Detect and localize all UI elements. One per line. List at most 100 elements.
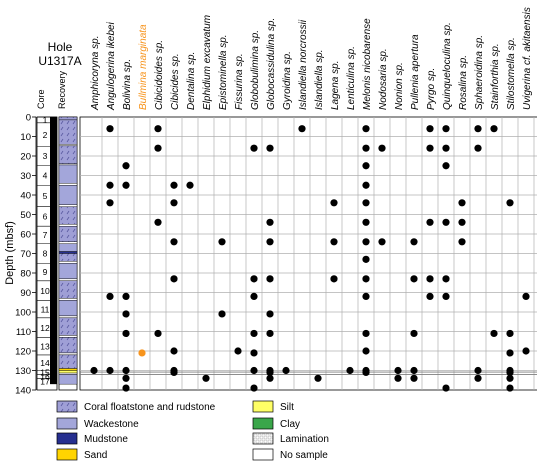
species-label: Gyroidina sp.	[282, 51, 293, 110]
y-tick-label: 110	[16, 327, 31, 338]
lithology-interval-nosample	[58, 335, 78, 338]
occurrence-dot	[138, 349, 146, 357]
occurrence-dot	[90, 366, 98, 375]
occurrence-dot	[378, 238, 386, 246]
occurrence-dot	[266, 144, 274, 152]
occurrence-dot	[410, 275, 418, 283]
lithology-interval-silt	[58, 370, 78, 374]
lithology-interval-wackestone	[58, 243, 78, 252]
core-number: 8	[43, 249, 48, 259]
core-number: 15	[40, 368, 50, 378]
occurrence-dot	[522, 292, 530, 300]
occurrence-dot	[474, 374, 482, 382]
core-number: 11	[41, 304, 50, 314]
occurrence-dot	[362, 218, 370, 226]
legend-swatch-lamination	[252, 432, 274, 445]
occurrence-dot	[346, 366, 354, 375]
legend-swatch-clay	[252, 417, 274, 430]
occurrence-dot	[250, 384, 258, 392]
occurrence-dot	[250, 292, 258, 300]
occurrence-dot	[218, 310, 226, 318]
core-number: 10	[40, 286, 50, 296]
occurrence-dot	[234, 347, 242, 355]
core-number: 2	[43, 130, 48, 140]
occurrence-dot	[474, 366, 482, 375]
lithology-interval-coral	[58, 280, 78, 299]
occurrence-dot	[442, 125, 450, 133]
occurrence-dot	[266, 374, 274, 382]
y-tick-label: 0	[26, 113, 31, 124]
occurrence-dot	[122, 329, 130, 338]
y-axis-label: Depth (mbsf)	[4, 221, 16, 285]
occurrence-dot	[394, 366, 402, 375]
occurrence-dot	[122, 162, 130, 170]
lithology-interval-coral	[58, 225, 78, 242]
lithology-interval-nosample	[58, 204, 78, 207]
occurrence-dot	[250, 144, 258, 152]
recovery-column-label: Recovery	[57, 70, 67, 109]
legend-label: Mudstone	[84, 434, 128, 445]
lithology-interval-mudstone	[58, 251, 78, 254]
lithology-interval-coral	[58, 119, 78, 145]
occurrence-dot	[122, 292, 130, 300]
species-label: Nodosaria sp.	[378, 48, 389, 110]
y-tick-label: 100	[15, 308, 31, 319]
legend-label: Coral floatstone and rudstone	[84, 402, 216, 413]
occurrence-dot	[266, 218, 274, 226]
occurrence-dot	[250, 349, 258, 357]
occurrence-dot	[474, 144, 482, 152]
occurrence-dot	[362, 275, 370, 283]
occurrence-dot	[458, 199, 466, 207]
core-number: 13	[40, 341, 50, 351]
occurrence-dot	[330, 199, 338, 207]
occurrence-dot	[426, 125, 434, 133]
lithology-interval-coral	[58, 337, 78, 354]
core-number: 3	[43, 151, 48, 161]
core-number: 6	[43, 212, 48, 222]
species-label: Fissurina sp.	[234, 53, 245, 110]
occurrence-dot	[442, 292, 450, 300]
lithology-interval-wackestone	[58, 300, 78, 317]
occurrence-dot	[218, 238, 226, 246]
occurrence-dot	[362, 329, 370, 338]
legend-label: No sample	[280, 450, 328, 461]
species-label: Globobulimina sp.	[250, 30, 261, 110]
legend-swatch-mudstone	[56, 432, 78, 445]
lithology-interval-coral	[58, 317, 78, 336]
occurrence-dot	[426, 275, 434, 283]
legend-swatch-sand	[56, 448, 78, 461]
y-tick-label: 10	[20, 132, 31, 143]
species-label: Nonion sp.	[394, 62, 405, 110]
legend-swatch-nosample	[252, 448, 274, 461]
occurrence-dot	[458, 218, 466, 226]
occurrence-dot	[266, 368, 274, 377]
species-label: Pullenia apertura	[410, 34, 421, 110]
species-label: Lagena sp.	[330, 61, 341, 111]
occurrence-dot	[154, 144, 162, 152]
species-label: Sphaeroidina sp.	[474, 35, 485, 110]
occurrence-dot	[362, 238, 370, 246]
occurrence-dot	[266, 275, 274, 283]
occurrence-dot	[154, 125, 162, 133]
occurrence-dot	[106, 181, 114, 189]
core-column-label: Core	[36, 89, 46, 109]
occurrence-dot	[442, 275, 450, 283]
core-number: 7	[43, 230, 48, 240]
occurrence-dot	[426, 144, 434, 152]
occurrence-dot	[362, 181, 370, 189]
species-label: Dentalina sp.	[186, 52, 197, 110]
lithology-interval-nosample	[58, 224, 78, 227]
lithology-interval-nosample	[58, 372, 78, 375]
occurrence-dot	[442, 218, 450, 226]
occurrence-dot	[362, 125, 370, 133]
occurrence-dot	[266, 329, 274, 338]
occurrence-dot	[490, 329, 498, 338]
y-tick-label: 120	[15, 347, 31, 358]
occurrence-dot	[458, 238, 466, 246]
occurrence-dot	[202, 374, 210, 382]
occurrence-dot	[330, 275, 338, 283]
occurrence-dot	[442, 384, 450, 392]
y-tick-label: 50	[20, 210, 31, 221]
